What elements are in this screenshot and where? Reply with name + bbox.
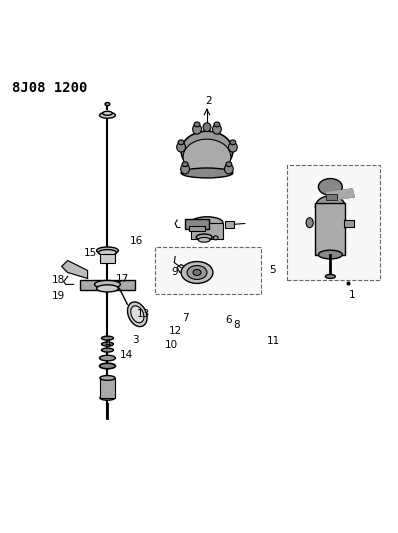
Bar [344, 220, 354, 227]
Ellipse shape [181, 168, 233, 178]
Ellipse shape [99, 249, 117, 255]
Ellipse shape [105, 102, 110, 106]
Ellipse shape [100, 356, 115, 361]
Text: 4: 4 [104, 339, 111, 349]
Bar [155, 247, 261, 294]
Text: 15: 15 [84, 247, 98, 257]
Bar [315, 203, 345, 255]
Text: 7: 7 [182, 313, 188, 323]
Ellipse shape [101, 348, 113, 352]
Ellipse shape [97, 285, 119, 292]
Bar [100, 254, 115, 263]
Ellipse shape [127, 302, 147, 327]
Text: 1: 1 [349, 290, 355, 300]
Ellipse shape [315, 196, 345, 218]
Ellipse shape [325, 274, 335, 278]
Text: 17: 17 [116, 274, 129, 284]
Text: 13: 13 [137, 309, 150, 319]
Ellipse shape [306, 218, 313, 228]
Ellipse shape [100, 112, 115, 118]
Ellipse shape [318, 179, 342, 195]
Bar [326, 193, 337, 200]
Ellipse shape [181, 262, 213, 284]
Ellipse shape [100, 363, 115, 369]
Text: 10: 10 [165, 340, 178, 350]
Text: 19: 19 [52, 290, 66, 301]
Ellipse shape [97, 247, 119, 254]
Ellipse shape [101, 336, 113, 340]
Text: 8J08 1200: 8J08 1200 [12, 82, 87, 95]
Ellipse shape [187, 265, 207, 279]
Ellipse shape [177, 142, 185, 152]
Text: 8: 8 [233, 320, 240, 330]
Ellipse shape [198, 237, 210, 242]
Text: 6: 6 [226, 315, 232, 325]
Ellipse shape [203, 123, 211, 132]
Text: 11: 11 [267, 336, 281, 346]
Ellipse shape [213, 236, 218, 240]
Bar [80, 280, 135, 290]
Text: 5: 5 [269, 265, 276, 276]
Text: 18: 18 [52, 274, 66, 285]
Bar [225, 221, 234, 228]
Bar [191, 223, 223, 239]
Polygon shape [326, 189, 354, 201]
Ellipse shape [183, 139, 231, 175]
Text: 2: 2 [206, 96, 212, 106]
Ellipse shape [193, 124, 201, 134]
Ellipse shape [131, 306, 144, 323]
Ellipse shape [230, 140, 236, 145]
Ellipse shape [214, 122, 220, 127]
Ellipse shape [213, 124, 221, 134]
Bar [287, 165, 380, 280]
Ellipse shape [194, 122, 200, 127]
Bar [185, 219, 209, 229]
Polygon shape [62, 261, 88, 278]
Ellipse shape [182, 162, 188, 167]
Ellipse shape [103, 111, 113, 115]
Bar [100, 378, 115, 398]
Ellipse shape [95, 280, 121, 288]
Ellipse shape [181, 131, 233, 171]
Text: 14: 14 [119, 350, 133, 360]
Ellipse shape [100, 395, 115, 400]
Ellipse shape [196, 234, 212, 240]
Text: 9: 9 [172, 266, 178, 277]
Ellipse shape [226, 162, 232, 167]
Text: 16: 16 [130, 236, 143, 246]
Bar [189, 226, 205, 231]
Ellipse shape [191, 217, 223, 229]
Ellipse shape [193, 270, 201, 276]
Text: 12: 12 [169, 326, 183, 336]
Ellipse shape [101, 342, 113, 346]
Text: 3: 3 [132, 335, 139, 345]
Ellipse shape [181, 164, 189, 174]
Ellipse shape [318, 250, 342, 259]
Ellipse shape [228, 142, 237, 152]
Ellipse shape [100, 376, 115, 381]
Ellipse shape [224, 164, 233, 174]
Ellipse shape [178, 140, 184, 145]
